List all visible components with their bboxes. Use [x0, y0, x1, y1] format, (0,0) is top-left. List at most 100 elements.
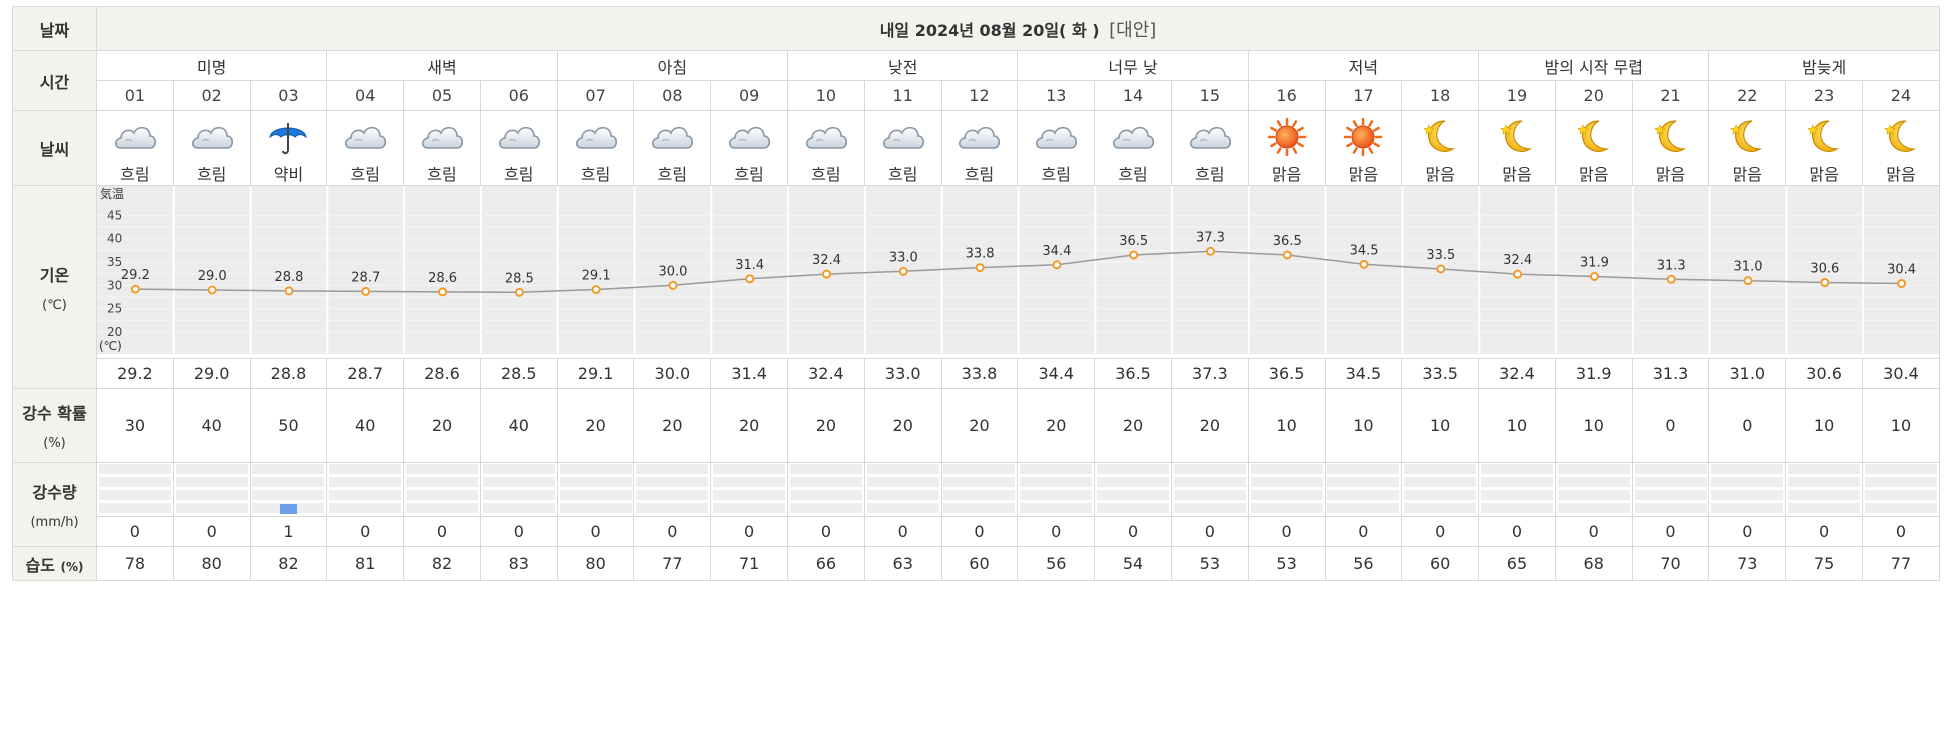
temperature-point-label: 34.4 — [1042, 244, 1071, 259]
cloud-icon — [805, 126, 847, 149]
temperature-point — [668, 280, 678, 290]
time-label: 시간 — [12, 50, 97, 111]
precip-bar-track — [1788, 463, 1861, 516]
temperature-value: 30.4 — [1861, 358, 1941, 389]
cloud-icon — [114, 126, 156, 149]
temperature-point — [130, 284, 140, 294]
hour-label: 13 — [1017, 80, 1096, 111]
temperature-point-label: 29.1 — [582, 269, 611, 284]
humidity-value: 65 — [1478, 546, 1556, 581]
weather-label: 날씨 — [12, 110, 97, 186]
weather-cell: 흐림 — [96, 110, 174, 186]
temperature-point-label: 37.3 — [1196, 230, 1225, 245]
humidity-value: 60 — [940, 546, 1019, 581]
precip-bar-cell — [1324, 462, 1403, 517]
temperature-point — [1897, 278, 1907, 288]
weather-cell: 맑음 — [1708, 110, 1787, 186]
pop-value: 10 — [1401, 388, 1480, 463]
cloud-icon — [345, 126, 387, 149]
temperature-value: 31.0 — [1708, 358, 1787, 389]
weather-cell: 흐림 — [326, 110, 405, 186]
weather-text: 흐림 — [580, 165, 611, 184]
pop-value: 20 — [787, 388, 865, 463]
weather-cell: 흐림 — [863, 110, 942, 186]
chart-axis-unit: (℃) — [99, 339, 122, 353]
precip-bar-track — [1634, 463, 1707, 516]
moon-icon — [1500, 120, 1533, 152]
weather-text: 흐림 — [120, 165, 150, 184]
pop-value: 20 — [556, 388, 635, 463]
temperature-point — [591, 285, 601, 295]
pop-row: 강수 확률 (%) 30 40 50 40 20 40 20 20 20 20 20 20 20 20 20… — [12, 388, 1941, 463]
pop-value: 10 — [1324, 388, 1403, 463]
moon-icon — [1577, 120, 1609, 152]
precip-label-text: 강수량 — [32, 483, 77, 502]
weather-text: 맑음 — [1655, 165, 1686, 184]
temperature-point — [1513, 269, 1523, 279]
pop-value: 20 — [710, 388, 789, 463]
hour-label: 20 — [1554, 80, 1633, 111]
temperature-point-label: 33.8 — [966, 247, 995, 262]
chart-ytick-label: 20 — [107, 325, 122, 339]
weather-cell: 흐림 — [787, 110, 865, 186]
temperature-label: 기온 (℃) — [12, 185, 97, 389]
hour-row: 01 02 03 04 05 06 07 08 09 10 11 12 13 14 15 16 17 18 19 20… — [13, 80, 1941, 111]
temperature-value: 28.5 — [479, 358, 558, 389]
temperature-point — [745, 274, 755, 284]
weather-cell: 흐림 — [1017, 110, 1096, 186]
temperature-value: 33.8 — [940, 358, 1019, 389]
precip-bar-row: 강수량 (mm/h) — [12, 462, 1941, 547]
pop-unit: (%) — [43, 436, 66, 451]
temperature-point — [1436, 264, 1446, 274]
forecast-title: 내일 2024년 08월 20일( 화 ) [대안] — [96, 6, 1940, 51]
chart-ytick-label: 30 — [107, 278, 122, 292]
cloud-icon — [1113, 126, 1155, 149]
precip-bar-track — [559, 463, 632, 516]
cloud-icon — [575, 126, 617, 149]
hour-label: 17 — [1324, 80, 1403, 111]
precip-value: 0 — [633, 516, 712, 547]
temperature-point-label: 28.5 — [505, 271, 534, 286]
temperature-line — [135, 250, 1902, 294]
temperature-point — [1205, 246, 1215, 256]
cloud-icon — [729, 126, 771, 149]
humidity-value: 78 — [96, 546, 174, 581]
precip-bar-cell — [1094, 462, 1172, 517]
precip-bar-cell — [787, 462, 865, 517]
precip-bar-cell — [1785, 462, 1863, 517]
humidity-value: 82 — [249, 546, 328, 581]
temperature-point-label: 28.6 — [428, 271, 457, 286]
humidity-value: 77 — [633, 546, 712, 581]
weather-text: 흐림 — [734, 165, 764, 184]
period-label: 밤의 시작 무렵 — [1478, 50, 1710, 81]
temperature-value: 29.2 — [96, 358, 174, 389]
humidity-value: 80 — [172, 546, 251, 581]
precip-value: 0 — [1017, 516, 1096, 547]
precip-value: 0 — [172, 516, 251, 547]
precip-bar-track — [1020, 463, 1093, 516]
precip-value: 0 — [1861, 516, 1941, 547]
precip-bar-track — [1480, 463, 1553, 516]
precip-bar-cell — [1861, 462, 1941, 517]
temperature-point — [361, 286, 371, 296]
pop-label-text: 강수 확률 — [22, 404, 87, 423]
precip-bar-cell — [1631, 462, 1710, 517]
temperature-point-label: 31.9 — [1580, 255, 1609, 270]
precip-bar-cell — [249, 462, 328, 517]
period-label: 미명 — [95, 50, 328, 81]
temperature-point-label: 30.4 — [1887, 262, 1916, 277]
chart-ytick-label: 40 — [107, 232, 122, 246]
pop-value: 20 — [863, 388, 942, 463]
weather-text: 맑음 — [1732, 165, 1763, 184]
period-label: 저녁 — [1247, 50, 1480, 81]
temperature-value: 31.9 — [1554, 358, 1633, 389]
precip-bar-track — [943, 463, 1016, 516]
hour-label: 08 — [633, 80, 712, 111]
temperature-value: 36.5 — [1247, 358, 1326, 389]
temperature-value: 31.3 — [1631, 358, 1710, 389]
chart-axis-title: 気温 — [100, 186, 124, 201]
pop-value: 20 — [1017, 388, 1096, 463]
humidity-value: 53 — [1247, 546, 1326, 581]
hour-label: 18 — [1401, 80, 1480, 111]
